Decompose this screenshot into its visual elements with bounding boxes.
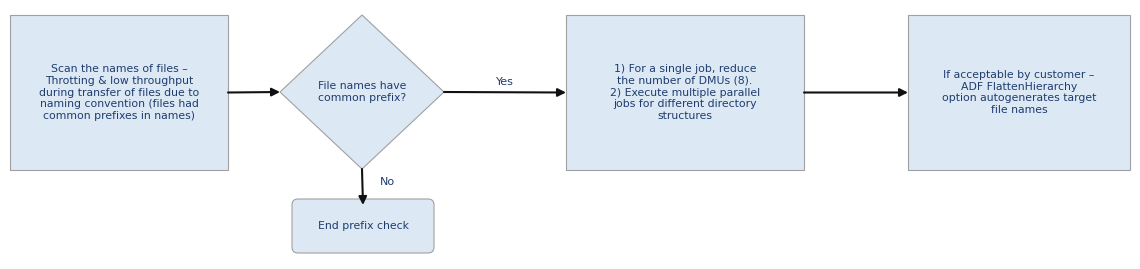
Text: File names have
common prefix?: File names have common prefix? [318,81,406,103]
Text: Scan the names of files –
Throtting & low throughput
during transfer of files du: Scan the names of files – Throtting & lo… [39,64,200,121]
Text: Yes: Yes [496,77,514,87]
FancyBboxPatch shape [10,15,228,170]
Text: If acceptable by customer –
ADF FlattenHierarchy
option autogenerates target
fil: If acceptable by customer – ADF FlattenH… [942,70,1097,115]
Polygon shape [280,15,443,169]
Text: End prefix check: End prefix check [318,221,408,231]
FancyBboxPatch shape [565,15,804,170]
FancyBboxPatch shape [907,15,1130,170]
Text: 1) For a single job, reduce
the number of DMUs (8).
2) Execute multiple parallel: 1) For a single job, reduce the number o… [610,64,760,121]
Text: No: No [380,177,396,187]
FancyBboxPatch shape [292,199,434,253]
